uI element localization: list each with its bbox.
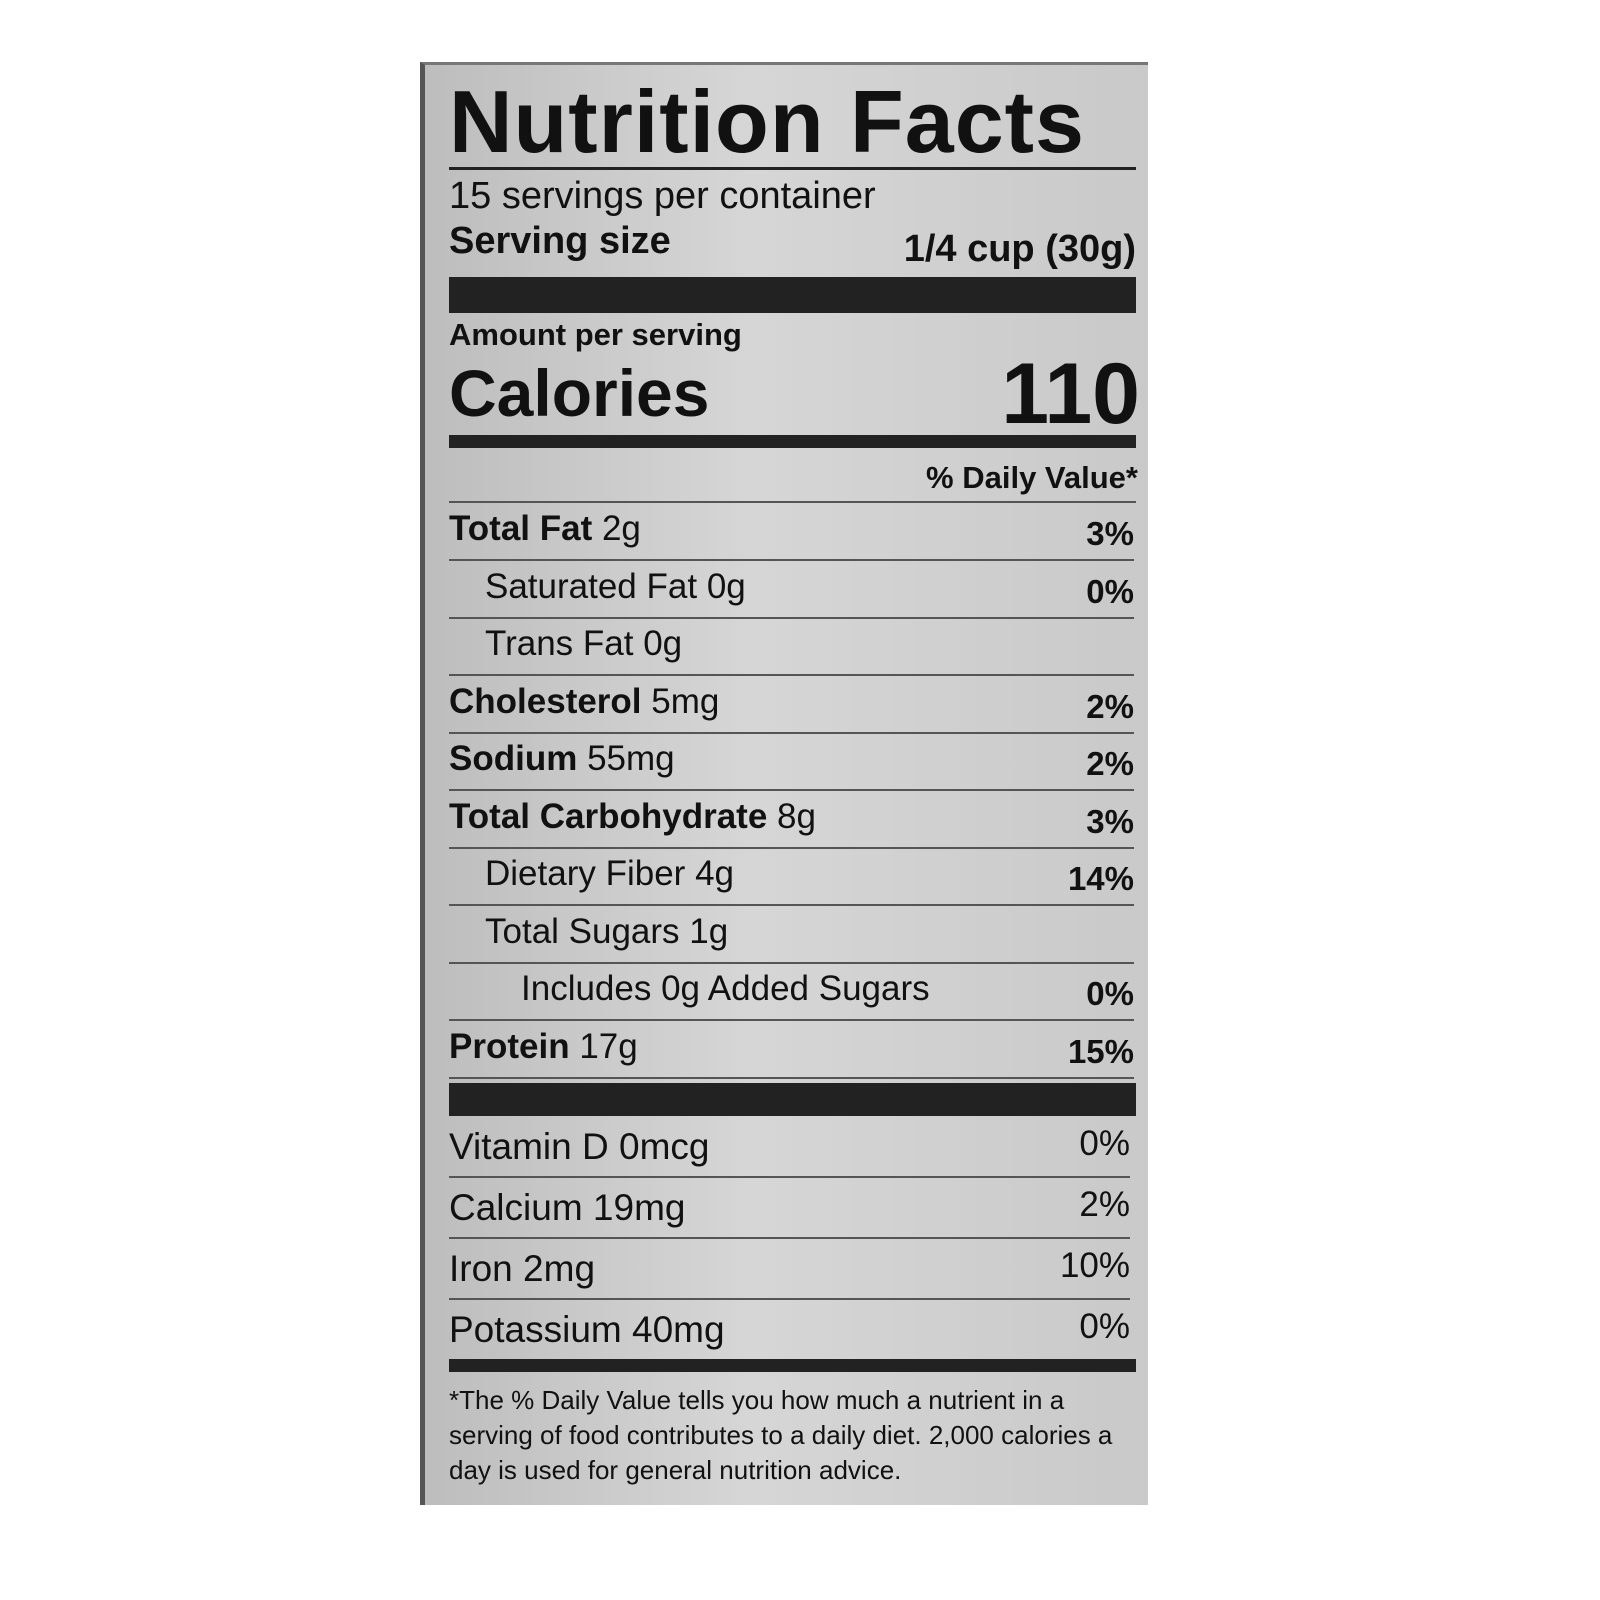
nutrient-amount: 5mg <box>651 681 720 721</box>
nutrient-name: Total Fat 2g <box>449 509 641 549</box>
nutrient-name: Total Carbohydrate 8g <box>449 797 816 837</box>
nutrient-amount: 17g <box>579 1026 638 1066</box>
vitamin-name: Potassium 40mg <box>449 1309 725 1351</box>
nutrient-row: Sodium 55mg 2% <box>449 733 1134 791</box>
vitamin-row: Potassium 40mg 0% <box>449 1299 1130 1359</box>
daily-value-percent: 0% <box>1079 1124 1130 1163</box>
daily-value-percent: 2% <box>1086 745 1134 782</box>
daily-value-percent: 2% <box>1079 1185 1130 1224</box>
nutrient-amount: 4g <box>695 854 734 893</box>
nutrient-row: Protein 17g 15% <box>449 1021 1134 1079</box>
nutrient-name: Trans Fat 0g <box>485 624 682 664</box>
daily-value-percent: 2% <box>1086 687 1134 725</box>
label-title: Nutrition Facts <box>449 72 1085 171</box>
vitamin-row: Calcium 19mg 2% <box>449 1177 1130 1239</box>
serving-size-value: 1/4 cup (30g) <box>903 228 1136 270</box>
nutrient-row: Includes 0g Added Sugars 0% <box>449 963 1134 1021</box>
nutrient-amount: 8g <box>777 796 816 836</box>
vitamin-row: Iron 2mg 10% <box>449 1238 1130 1300</box>
medium-divider <box>449 1359 1136 1372</box>
vitamin-label: Iron <box>449 1248 513 1289</box>
daily-value-percent: 0% <box>1079 1307 1130 1346</box>
nutrient-row: Saturated Fat 0g 0% <box>449 561 1134 619</box>
vitamin-name: Vitamin D 0mcg <box>449 1126 709 1168</box>
calories-label: Calories <box>449 356 710 430</box>
calories-value: 110 <box>1001 346 1140 442</box>
nutrient-amount: 0g <box>706 566 746 606</box>
nutrient-label: Protein <box>449 1026 570 1066</box>
thick-divider <box>449 1083 1136 1116</box>
vitamin-name: Iron 2mg <box>449 1248 595 1290</box>
daily-value-percent: 15% <box>1067 1032 1134 1070</box>
nutrient-name: Cholesterol 5mg <box>449 682 719 722</box>
divider <box>449 501 1136 503</box>
nutrient-name: Includes 0g Added Sugars <box>521 969 930 1009</box>
vitamin-row: Vitamin D 0mcg 0% <box>449 1116 1130 1178</box>
daily-value-percent: 3% <box>1086 515 1134 552</box>
nutrient-label: Includes 0g Added Sugars <box>521 969 930 1008</box>
vitamin-label: Calcium <box>449 1187 583 1228</box>
nutrient-row: Total Sugars 1g <box>449 906 1134 964</box>
nutrient-name: Protein 17g <box>449 1027 638 1067</box>
nutrient-row: Total Carbohydrate 8g 3% <box>449 791 1134 849</box>
vitamin-amount: 2mg <box>523 1248 596 1289</box>
daily-value-header: % Daily Value* <box>926 460 1138 495</box>
nutrient-label: Total Sugars <box>485 911 680 951</box>
vitamin-label: Vitamin D <box>449 1126 609 1167</box>
serving-size-label: Serving size <box>449 220 671 262</box>
vitamin-amount: 0mcg <box>619 1126 710 1167</box>
nutrient-name: Sodium 55mg <box>449 739 675 779</box>
thick-divider <box>449 277 1136 313</box>
daily-value-percent: 3% <box>1086 802 1134 840</box>
nutrient-name: Dietary Fiber 4g <box>485 854 734 894</box>
daily-value-percent: 0% <box>1086 975 1134 1012</box>
nutrient-row: Trans Fat 0g <box>449 618 1134 676</box>
vitamin-label: Potassium <box>449 1309 622 1350</box>
nutrient-amount: 55mg <box>587 739 675 778</box>
daily-value-percent: 0% <box>1086 572 1134 610</box>
servings-per-container: 15 servings per container <box>449 175 876 217</box>
nutrient-label: Saturated Fat <box>485 566 698 606</box>
amount-per-serving: Amount per serving <box>449 317 742 352</box>
footnote: *The % Daily Value tells you how much a … <box>449 1385 1113 1485</box>
nutrient-label: Cholesterol <box>449 681 642 721</box>
nutrient-amount: 0g <box>643 624 683 663</box>
daily-value-percent: 10% <box>1059 1246 1130 1285</box>
nutrient-label: Total Carbohydrate <box>449 796 768 836</box>
vitamin-amount: 40mg <box>632 1309 725 1350</box>
divider <box>449 167 1136 170</box>
vitamin-amount: 19mg <box>592 1187 686 1228</box>
medium-divider <box>449 435 1136 448</box>
nutrient-name: Saturated Fat 0g <box>485 567 746 607</box>
nutrient-label: Trans Fat <box>485 624 634 663</box>
nutrient-row: Total Fat 2g 3% <box>449 503 1134 561</box>
nutrient-amount: 2g <box>601 509 641 548</box>
daily-value-percent: 14% <box>1067 860 1134 897</box>
nutrient-label: Sodium <box>449 739 578 778</box>
nutrition-facts-label: Nutrition Facts 15 servings per containe… <box>420 62 1148 1505</box>
nutrient-row: Cholesterol 5mg 2% <box>449 676 1134 734</box>
nutrient-row: Dietary Fiber 4g 14% <box>449 848 1134 906</box>
nutrient-label: Dietary Fiber <box>485 854 686 893</box>
vitamin-name: Calcium 19mg <box>449 1187 685 1229</box>
nutrient-name: Total Sugars 1g <box>485 912 728 952</box>
nutrient-amount: 1g <box>689 911 729 951</box>
nutrient-label: Total Fat <box>449 509 593 548</box>
